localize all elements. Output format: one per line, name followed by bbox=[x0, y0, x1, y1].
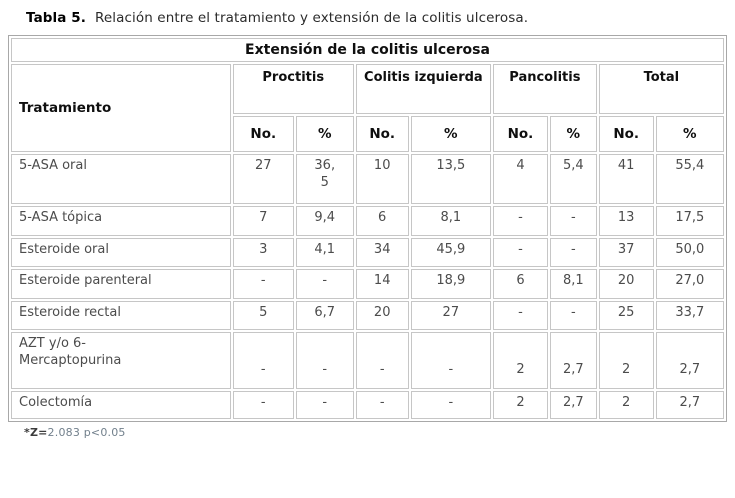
treatment-label: Esteroide parenteral bbox=[11, 269, 231, 299]
value-cell: 18,9 bbox=[410, 269, 491, 299]
value-cell: 20 bbox=[598, 269, 654, 299]
group-header-total: Total bbox=[598, 64, 724, 114]
value-cell: 4 bbox=[493, 154, 548, 204]
value-cell: 13 bbox=[598, 206, 654, 236]
value-cell: - bbox=[295, 332, 354, 389]
table-row: Esteroide parenteral - -14 18,9 6 8,1 20 27,0 bbox=[11, 269, 724, 299]
subcol-pancolitis-pct: % bbox=[549, 116, 597, 152]
caption-row: Extensión de la colitis ulcerosa bbox=[11, 38, 724, 62]
table-row: AZT y/o 6- Mercaptopurina - - - -2 2,7 2 2,7 bbox=[11, 332, 724, 389]
group-header-pancolitis: Pancolitis bbox=[493, 64, 597, 114]
footnote-statistic-label: *Z= bbox=[24, 426, 48, 439]
subcol-header-row: No. % No. % No. % No. % bbox=[11, 116, 724, 152]
value-cell: 45,9 bbox=[410, 238, 491, 267]
table-row: Esteroide rectal 5 6,7 20 27- -25 33,7 bbox=[11, 301, 724, 330]
value-cell: 27 bbox=[232, 154, 294, 204]
value-cell: 7 bbox=[232, 206, 294, 236]
table-caption: Extensión de la colitis ulcerosa bbox=[11, 38, 724, 62]
value-cell: 55,4 bbox=[655, 154, 724, 204]
value-cell: 10 bbox=[355, 154, 409, 204]
group-header-row: Tratamiento Proctitis Colitis izquierda … bbox=[11, 64, 724, 152]
value-cell: 41 bbox=[598, 154, 654, 204]
group-header-colitis-izquierda: Colitis izquierda bbox=[355, 64, 491, 114]
subcol-colitis-pct: % bbox=[410, 116, 491, 152]
value-cell: 8,1 bbox=[410, 206, 491, 236]
row-header-tratamiento: Tratamiento bbox=[11, 64, 231, 152]
value-cell: 50,0 bbox=[655, 238, 724, 267]
value-cell: 8,1 bbox=[549, 269, 597, 299]
value-cell: - bbox=[355, 391, 409, 419]
value-cell: - bbox=[493, 238, 548, 267]
treatment-label: Colectomía bbox=[11, 391, 231, 419]
footnote-statistic-value: 2.083 p<0.05 bbox=[47, 426, 126, 439]
value-cell: 2,7 bbox=[655, 332, 724, 389]
value-cell: 4,1 bbox=[295, 238, 354, 267]
table-row: 5-ASA oral 27 36, 5 10 13,5 4 5,4 41 55,4 bbox=[11, 154, 724, 204]
treatment-label: Esteroide rectal bbox=[11, 301, 231, 330]
value-cell: 3 bbox=[232, 238, 294, 267]
value-cell: - bbox=[232, 269, 294, 299]
value-cell: - bbox=[355, 332, 409, 389]
value-cell: 6,7 bbox=[295, 301, 354, 330]
subcol-total-pct: % bbox=[655, 116, 724, 152]
value-cell: - bbox=[410, 391, 491, 419]
value-cell: - bbox=[295, 269, 354, 299]
value-cell: - bbox=[493, 206, 548, 236]
value-cell: 14 bbox=[355, 269, 409, 299]
table-body: 5-ASA oral 27 36, 5 10 13,5 4 5,4 41 55,4 5-ASA t… bbox=[11, 154, 724, 419]
value-cell: - bbox=[410, 332, 491, 389]
treatment-extension-table: Extensión de la colitis ulcerosa Tratami… bbox=[8, 35, 727, 422]
value-cell: 5,4 bbox=[549, 154, 597, 204]
value-cell: 36, 5 bbox=[295, 154, 354, 204]
value-cell: - bbox=[549, 238, 597, 267]
value-cell: 20 bbox=[355, 301, 409, 330]
subcol-pancolitis-no: No. bbox=[493, 116, 548, 152]
table-title-number: Tabla 5. bbox=[26, 10, 87, 26]
value-cell: - bbox=[295, 391, 354, 419]
value-cell: 13,5 bbox=[410, 154, 491, 204]
value-cell: 5 bbox=[232, 301, 294, 330]
value-cell: 2 bbox=[493, 391, 548, 419]
subcol-total-no: No. bbox=[598, 116, 654, 152]
value-cell: 27 bbox=[410, 301, 491, 330]
value-cell: 2,7 bbox=[549, 391, 597, 419]
value-cell: 2,7 bbox=[655, 391, 724, 419]
value-cell: 2 bbox=[493, 332, 548, 389]
value-cell: - bbox=[549, 301, 597, 330]
subcol-proctitis-no: No. bbox=[232, 116, 294, 152]
group-header-proctitis: Proctitis bbox=[232, 64, 354, 114]
value-cell: 33,7 bbox=[655, 301, 724, 330]
value-cell: 2,7 bbox=[549, 332, 597, 389]
table-title: Tabla 5. Relación entre el tratamiento y … bbox=[26, 10, 735, 26]
value-cell: 6 bbox=[493, 269, 548, 299]
value-cell: 27,0 bbox=[655, 269, 724, 299]
value-cell: 37 bbox=[598, 238, 654, 267]
value-cell: 34 bbox=[355, 238, 409, 267]
treatment-label: 5-ASA tópica bbox=[11, 206, 231, 236]
treatment-label: Esteroide oral bbox=[11, 238, 231, 267]
table-row: Colectomía - - - -2 2,7 2 2,7 bbox=[11, 391, 724, 419]
value-cell: 9,4 bbox=[295, 206, 354, 236]
table-row: Esteroide oral 3 4,1 34 45,9- -37 50,0 bbox=[11, 238, 724, 267]
footnote: *Z=2.083 p<0.05 bbox=[24, 426, 735, 439]
value-cell: - bbox=[493, 301, 548, 330]
value-cell: 6 bbox=[355, 206, 409, 236]
table-row: 5-ASA tópica 7 9,4 6 8,1- -13 17,5 bbox=[11, 206, 724, 236]
value-cell: 25 bbox=[598, 301, 654, 330]
value-cell: 17,5 bbox=[655, 206, 724, 236]
treatment-label: AZT y/o 6- Mercaptopurina bbox=[11, 332, 231, 389]
value-cell: 2 bbox=[598, 391, 654, 419]
subcol-colitis-no: No. bbox=[355, 116, 409, 152]
value-cell: - bbox=[232, 332, 294, 389]
table-title-text: Relación entre el tratamiento y extensió… bbox=[95, 10, 529, 26]
value-cell: - bbox=[549, 206, 597, 236]
treatment-label: 5-ASA oral bbox=[11, 154, 231, 204]
value-cell: 2 bbox=[598, 332, 654, 389]
value-cell: - bbox=[232, 391, 294, 419]
subcol-proctitis-pct: % bbox=[295, 116, 354, 152]
